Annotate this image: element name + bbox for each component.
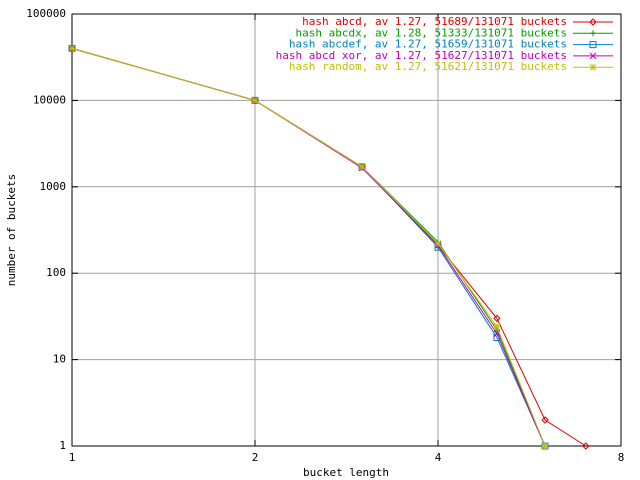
x-tick-label: 4: [435, 451, 442, 464]
legend-label: hash abcdx, av 1.28, 51333/131071 bucket…: [295, 26, 567, 39]
data-point: [582, 442, 590, 450]
legend-label: hash abcd, av 1.27, 51689/131071 buckets: [302, 15, 567, 28]
plot-frame: [71, 13, 622, 447]
legend-marker: [590, 30, 596, 37]
legend-marker: [589, 63, 597, 71]
data-point: [358, 163, 366, 171]
legend-marker: [589, 41, 597, 49]
series-line: [71, 47, 546, 447]
y-tick-label: 1: [59, 439, 66, 452]
data-point: [434, 240, 442, 247]
x-tick-label: 1: [69, 451, 76, 464]
data-point: [251, 97, 259, 104]
y-tick-label: 100000: [26, 7, 66, 20]
y-tick-label: 10: [53, 353, 66, 366]
data-point: [541, 442, 549, 450]
legend-label: hash abcd xor, av 1.27, 51627/131071 buc…: [276, 49, 567, 62]
series-line: [71, 47, 546, 447]
data-point: [68, 45, 76, 52]
legend-label: hash random, av 1.27, 51621/131071 bucke…: [289, 60, 567, 73]
y-tick-label: 1000: [40, 180, 67, 193]
legend-marker: [589, 18, 597, 26]
y-tick-label: 10000: [33, 93, 66, 106]
x-axis-label: bucket length: [303, 466, 389, 479]
legend-marker: [589, 52, 597, 60]
series-line: [71, 47, 546, 447]
x-tick-label: 2: [252, 451, 259, 464]
series-line: [71, 47, 546, 447]
y-axis-label: number of buckets: [5, 174, 18, 287]
data-point: [493, 323, 501, 331]
y-tick-label: 100: [46, 266, 66, 279]
legend-label: hash abcdef, av 1.27, 51659/131071 bucke…: [289, 38, 567, 51]
series-line: [71, 47, 587, 447]
data-point: [493, 314, 501, 323]
data-point: [541, 416, 549, 424]
x-tick-label: 8: [618, 451, 625, 464]
